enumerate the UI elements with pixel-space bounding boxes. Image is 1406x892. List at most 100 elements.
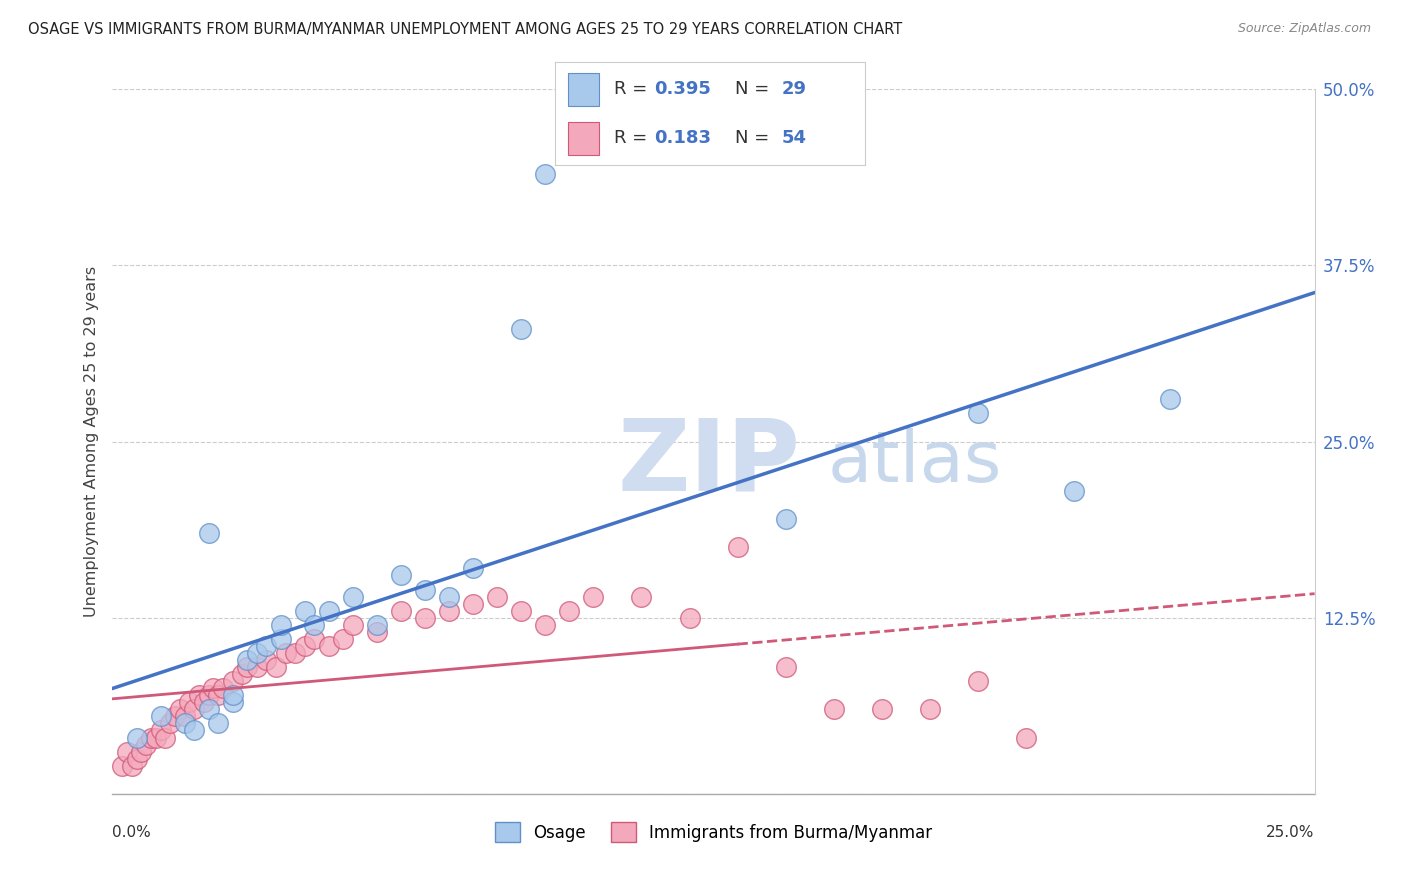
Point [558, 604, 581, 618]
Point [304, 617, 326, 632]
Point [270, 632, 292, 646]
Point [159, 716, 181, 731]
Point [197, 688, 219, 702]
Text: 0.395: 0.395 [654, 80, 711, 98]
Point [486, 590, 509, 604]
Point [366, 624, 388, 639]
Point [413, 610, 436, 624]
Point [169, 702, 191, 716]
Point [274, 646, 297, 660]
Point [318, 604, 340, 618]
Point [121, 758, 143, 772]
Point [222, 688, 245, 702]
Point [630, 590, 652, 604]
Point [510, 604, 533, 618]
Text: 25.0%: 25.0% [1267, 825, 1315, 840]
Legend: Osage, Immigrants from Burma/Myanmar: Osage, Immigrants from Burma/Myanmar [488, 815, 939, 849]
Point [437, 590, 460, 604]
Point [534, 167, 557, 181]
Point [163, 709, 186, 723]
Point [222, 674, 245, 689]
Point [236, 660, 259, 674]
Point [236, 653, 259, 667]
Point [870, 702, 893, 716]
Point [155, 731, 177, 745]
Point [1015, 731, 1038, 745]
Point [775, 660, 797, 674]
Point [582, 590, 605, 604]
Point [149, 709, 172, 723]
Text: R =: R = [614, 80, 654, 98]
Point [1159, 392, 1181, 407]
Point [534, 617, 557, 632]
Point [197, 526, 219, 541]
Point [389, 604, 412, 618]
Point [207, 716, 229, 731]
Point [179, 695, 201, 709]
Y-axis label: Unemployment Among Ages 25 to 29 years: Unemployment Among Ages 25 to 29 years [83, 266, 98, 617]
Point [231, 667, 253, 681]
Bar [568, 73, 599, 105]
Point [254, 639, 277, 653]
Point [111, 758, 134, 772]
Point [246, 646, 269, 660]
Point [389, 568, 412, 582]
Text: OSAGE VS IMMIGRANTS FROM BURMA/MYANMAR UNEMPLOYMENT AMONG AGES 25 TO 29 YEARS CO: OSAGE VS IMMIGRANTS FROM BURMA/MYANMAR U… [28, 22, 903, 37]
Point [183, 702, 205, 716]
Point [461, 561, 484, 575]
Text: 0.0%: 0.0% [112, 825, 152, 840]
Point [284, 646, 307, 660]
Point [193, 695, 215, 709]
Point [294, 639, 316, 653]
Point [437, 604, 460, 618]
Point [264, 660, 287, 674]
Point [823, 702, 845, 716]
Point [342, 590, 364, 604]
Text: N =: N = [735, 80, 775, 98]
Point [145, 731, 167, 745]
Point [294, 604, 316, 618]
Text: 0.183: 0.183 [654, 129, 711, 147]
Point [202, 681, 225, 696]
Text: Source: ZipAtlas.com: Source: ZipAtlas.com [1237, 22, 1371, 36]
Text: 29: 29 [782, 80, 806, 98]
Point [173, 709, 195, 723]
Point [246, 660, 269, 674]
Point [342, 617, 364, 632]
Point [967, 406, 990, 420]
Point [413, 582, 436, 597]
Point [212, 681, 235, 696]
Point [918, 702, 941, 716]
Point [727, 541, 749, 555]
Point [270, 617, 292, 632]
Point [183, 723, 205, 738]
Text: atlas: atlas [828, 428, 1002, 497]
Point [304, 632, 326, 646]
Point [149, 723, 172, 738]
Point [775, 512, 797, 526]
Point [188, 688, 211, 702]
Point [254, 653, 277, 667]
Point [967, 674, 990, 689]
Point [135, 738, 157, 752]
Text: N =: N = [735, 129, 775, 147]
Bar [568, 122, 599, 155]
Point [139, 731, 162, 745]
Point [222, 695, 245, 709]
Text: R =: R = [614, 129, 654, 147]
Point [207, 688, 229, 702]
Text: 54: 54 [782, 129, 806, 147]
Point [510, 322, 533, 336]
Point [1063, 483, 1085, 498]
Point [332, 632, 354, 646]
Point [678, 610, 700, 624]
Point [461, 597, 484, 611]
Point [115, 745, 138, 759]
Point [318, 639, 340, 653]
Point [366, 617, 388, 632]
Point [131, 745, 153, 759]
Point [125, 751, 148, 765]
Text: ZIP: ZIP [617, 414, 800, 511]
Point [173, 716, 195, 731]
Point [125, 731, 148, 745]
